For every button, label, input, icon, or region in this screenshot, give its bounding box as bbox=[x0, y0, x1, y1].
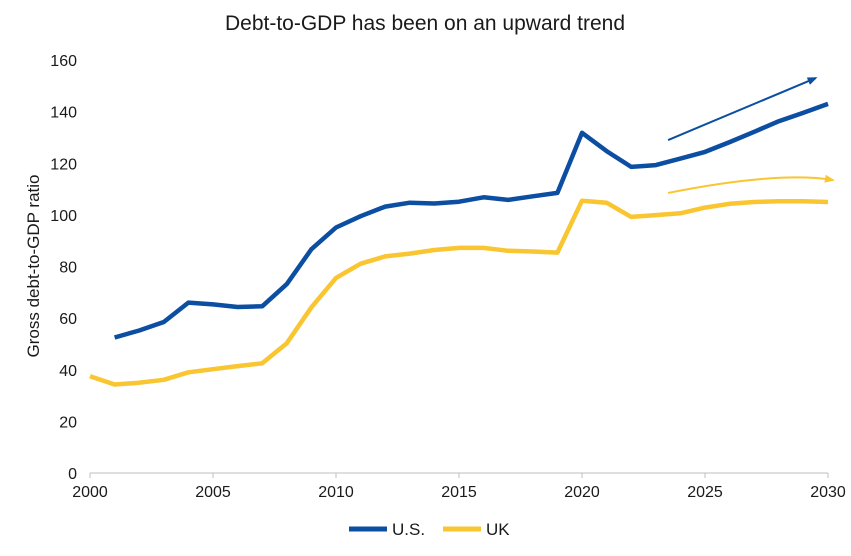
x-tick-label: 2025 bbox=[687, 484, 723, 501]
x-tick-label: 2020 bbox=[564, 484, 600, 501]
x-tick-label: 2000 bbox=[72, 484, 108, 501]
y-tick-label: 80 bbox=[59, 260, 77, 277]
y-tick-label: 140 bbox=[50, 105, 77, 122]
x-tick-label: 2030 bbox=[810, 484, 846, 501]
chart-title: Debt-to-GDP has been on an upward trend bbox=[225, 12, 625, 35]
y-tick-label: 100 bbox=[50, 208, 77, 225]
y-tick-label: 160 bbox=[50, 53, 77, 70]
y-tick-label: 0 bbox=[68, 466, 77, 483]
y-tick-label: 120 bbox=[50, 156, 77, 173]
legend: U.S. UK bbox=[349, 520, 510, 539]
x-tick-label: 2010 bbox=[318, 484, 354, 501]
x-tick-labels: 2000 2005 2010 2015 2020 2025 2030 bbox=[72, 473, 846, 501]
uk-trend-arrow bbox=[667, 174, 835, 194]
series-line-uk bbox=[89, 198, 829, 387]
legend-label-uk: UK bbox=[486, 520, 510, 539]
trend-annotations bbox=[667, 77, 835, 194]
y-tick-label: 40 bbox=[59, 363, 77, 380]
y-tick-labels: 0 20 40 60 80 100 120 140 160 bbox=[50, 53, 77, 483]
y-tick-label: 60 bbox=[59, 311, 77, 328]
y-axis-label: Gross debt-to-GDP ratio bbox=[24, 175, 43, 358]
y-tick-label: 20 bbox=[59, 414, 77, 431]
legend-label-us: U.S. bbox=[392, 520, 425, 539]
series-line-us bbox=[113, 101, 829, 340]
series-lines bbox=[89, 101, 829, 387]
x-tick-label: 2015 bbox=[441, 484, 477, 501]
x-tick-label: 2005 bbox=[195, 484, 231, 501]
us-trend-arrow bbox=[667, 77, 818, 141]
